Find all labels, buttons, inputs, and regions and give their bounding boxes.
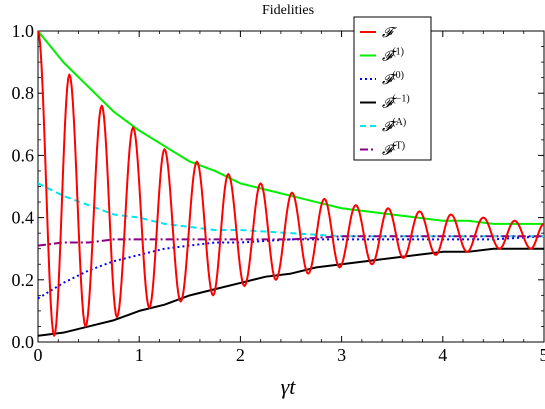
series-line-4 <box>38 182 544 238</box>
plot-area: 0 1 2 3 4 50.00.20.40.60.81.0 𝓕𝓕(1)𝓕(0)𝓕(−1)𝓕(… <box>12 16 545 365</box>
chart-title: Fidelities <box>262 3 314 18</box>
y-tick-label: 1.0 <box>12 21 35 41</box>
y-tick-label: 0.0 <box>12 332 35 352</box>
series-line-5 <box>38 235 544 247</box>
x-tick-label: 2 <box>236 345 245 365</box>
series-line-3 <box>38 247 544 337</box>
series-line-0 <box>38 30 544 337</box>
legend-box <box>353 16 432 161</box>
y-tick-label: 0.6 <box>12 145 35 165</box>
x-tick-label: 4 <box>438 345 447 365</box>
y-tick-label: 0.4 <box>12 208 35 228</box>
y-tick-label: 0.2 <box>12 270 35 290</box>
x-tick-label: 3 <box>337 345 346 365</box>
series-line-2 <box>38 235 544 300</box>
legend-entry-superscript: (T) <box>392 141 405 152</box>
legend-entry-superscript: (0) <box>392 70 404 81</box>
legend-entry-superscript: (1) <box>392 47 404 58</box>
legend-entry-superscript: (A) <box>392 117 406 128</box>
x-tick-label: 1 <box>135 345 144 365</box>
legend-entry-superscript: (−1) <box>392 94 409 105</box>
x-tick-label: 5 <box>540 345 545 365</box>
x-axis-label: γt <box>281 374 297 399</box>
x-tick-label: 0 <box>34 345 43 365</box>
y-tick-label: 0.8 <box>12 83 35 103</box>
